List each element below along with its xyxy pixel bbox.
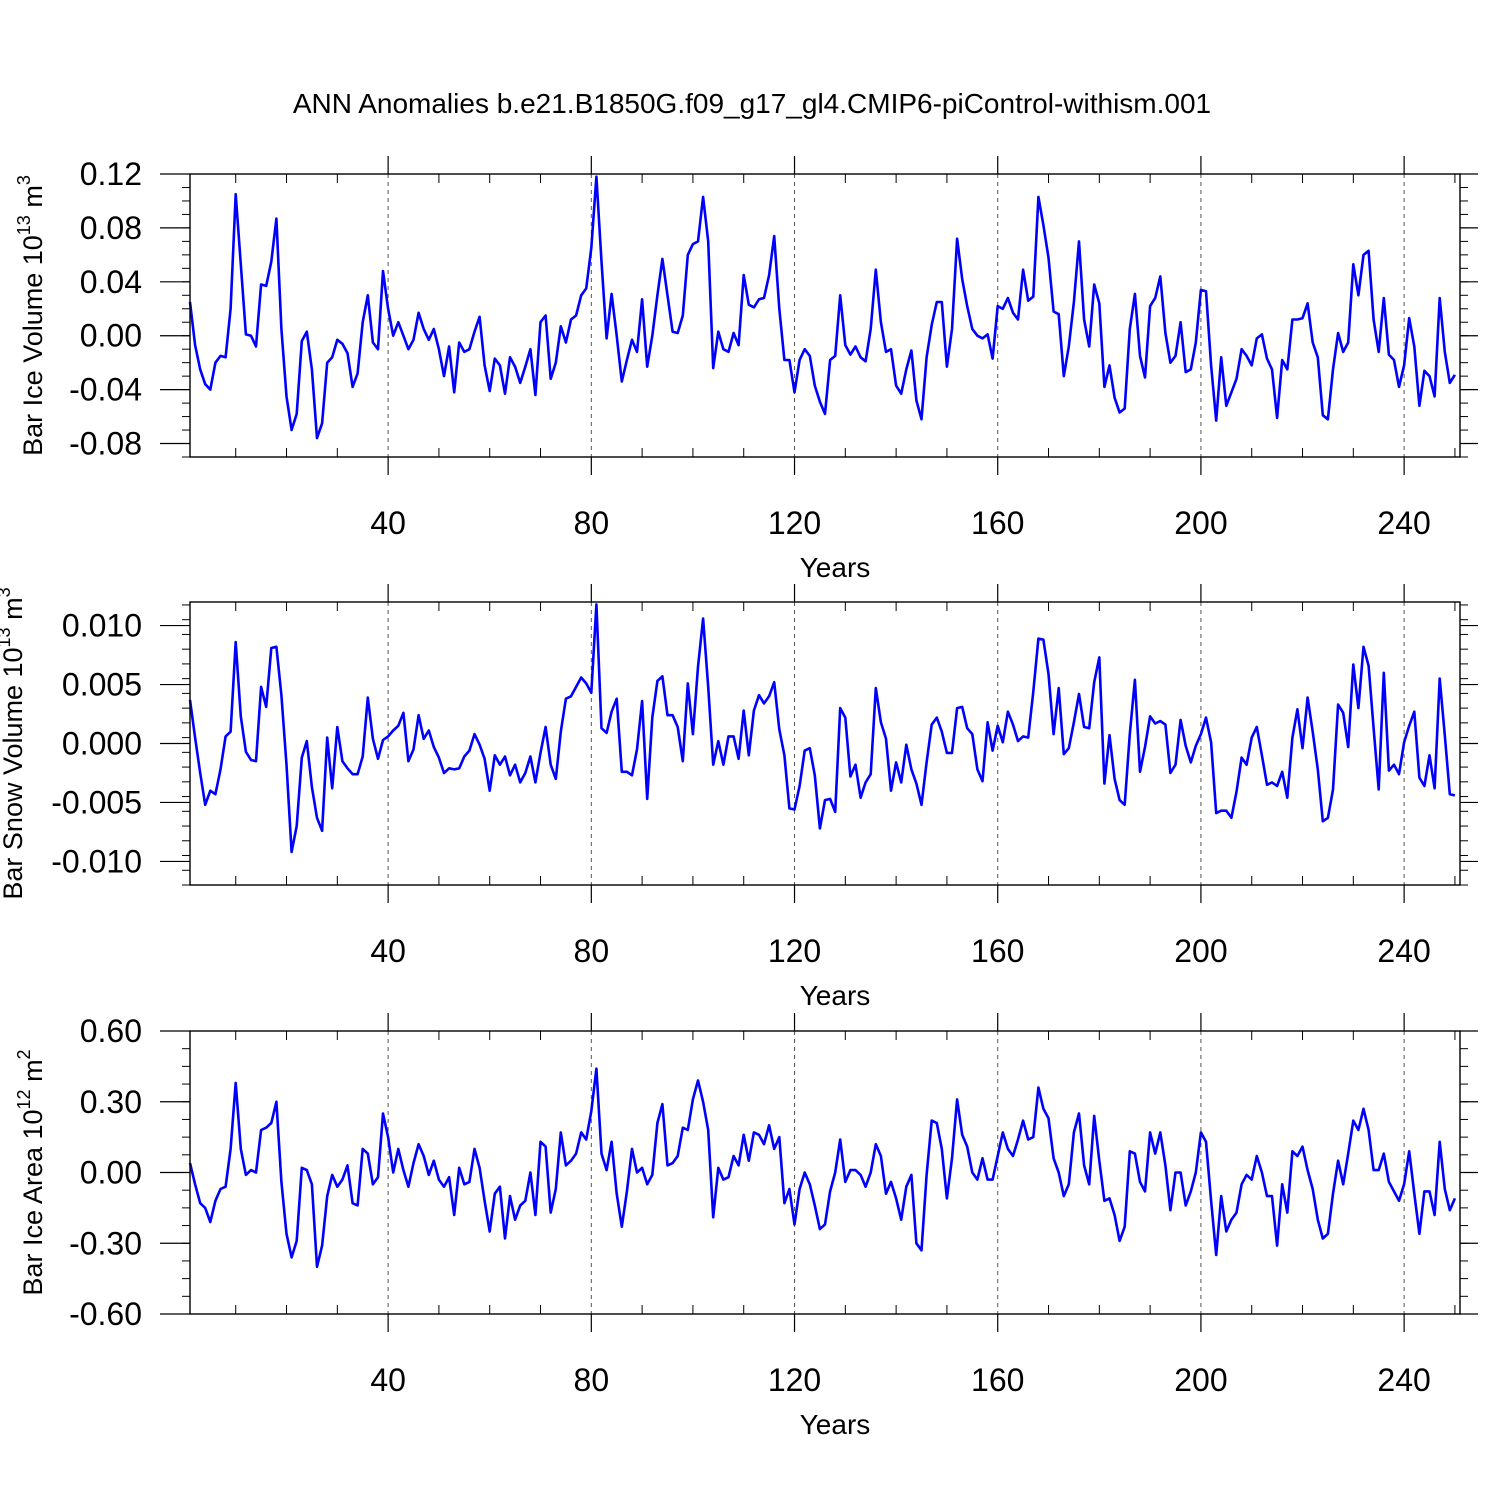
y-tick-label: 0.12 xyxy=(80,156,142,192)
y-tick-label: 0.005 xyxy=(62,667,142,703)
y-axis-label: Bar Snow Volume 1013 m3 xyxy=(0,587,28,899)
y-tick-label: -0.08 xyxy=(69,426,142,462)
x-tick-label: 120 xyxy=(768,1362,821,1398)
x-tick-label: 120 xyxy=(768,933,821,969)
x-tick-label: 160 xyxy=(971,1362,1024,1398)
x-axis-label: Years xyxy=(800,552,871,583)
y-axis-label-part: 13 xyxy=(0,627,14,647)
y-axis-label-part: Bar Ice Volume 10 xyxy=(18,235,48,456)
x-axis-label: Years xyxy=(800,980,871,1011)
plot-frame xyxy=(189,173,1461,458)
figure-title: ANN Anomalies b.e21.B1850G.f09_g17_gl4.C… xyxy=(293,88,1211,119)
series-line xyxy=(188,175,1457,440)
y-axis-label-part: m xyxy=(0,597,28,627)
x-axis-label: Years xyxy=(800,1409,871,1440)
x-tick-label: 80 xyxy=(574,933,610,969)
x-tick-label: 80 xyxy=(574,1362,610,1398)
series-line xyxy=(188,1067,1457,1269)
plot-frame xyxy=(189,601,1461,886)
x-tick-label: 80 xyxy=(574,505,610,541)
x-tick-label: 40 xyxy=(370,505,406,541)
y-axis-label-part: 12 xyxy=(14,1089,34,1109)
x-tick-label: 40 xyxy=(370,933,406,969)
x-tick-label: 120 xyxy=(768,505,821,541)
x-tick-label: 160 xyxy=(971,933,1024,969)
x-tick-label: 200 xyxy=(1174,1362,1227,1398)
series-line xyxy=(188,603,1456,854)
panels-group: 40 80 120 160 200 2400.120.080.040.00-0.04-0.… xyxy=(0,156,1478,1440)
y-tick-label: 0.30 xyxy=(80,1084,142,1120)
y-tick-label: 0.010 xyxy=(62,608,142,644)
y-axis-label-part: 3 xyxy=(0,587,14,597)
y-tick-label: -0.60 xyxy=(69,1296,142,1332)
y-axis-label-part: m xyxy=(18,1059,48,1089)
y-tick-label: -0.010 xyxy=(51,843,142,879)
y-axis-label-part: Bar Ice Area 10 xyxy=(18,1109,48,1295)
x-tick-label: 160 xyxy=(971,505,1024,541)
y-tick-label: 0.04 xyxy=(80,264,142,300)
y-axis-label-part: Bar Snow Volume 10 xyxy=(0,647,28,899)
x-tick-label: 240 xyxy=(1377,933,1430,969)
panel-1: 40 80 120 160 200 240 0.12 0.08 0.04 0.00 -0.04 -0.… xyxy=(14,156,1478,583)
y-tick-label: 0.00 xyxy=(80,1155,142,1191)
x-tick-label: 200 xyxy=(1174,505,1227,541)
y-axis-label: Bar Ice Area 1012 m2 xyxy=(14,1049,48,1295)
y-tick-label: 0.08 xyxy=(80,210,142,246)
x-tick-label: 240 xyxy=(1377,505,1430,541)
y-axis-label-part: 3 xyxy=(14,175,34,185)
y-tick-label: 0.00 xyxy=(80,318,142,354)
panel-2: 40 80 120 160 200 240 0.010 0.005 0.000 -0.005 -0.… xyxy=(0,584,1478,1011)
y-tick-label: 0.000 xyxy=(62,726,142,762)
y-tick-label: -0.30 xyxy=(69,1225,142,1261)
x-tick-label: 40 xyxy=(370,1362,406,1398)
panel-3: 40 80 120 160 200 240 0.60 0.30 0.00 -0.30 -0.60 Ye… xyxy=(14,1013,1478,1440)
y-axis-label: Bar Ice Volume 1013 m3 xyxy=(14,175,48,456)
x-tick-label: 240 xyxy=(1377,1362,1430,1398)
y-tick-label: -0.005 xyxy=(51,784,142,820)
y-tick-label: 0.60 xyxy=(80,1013,142,1049)
y-axis-label-part: m xyxy=(18,185,48,215)
y-axis-label-part: 13 xyxy=(14,215,34,235)
x-tick-label: 200 xyxy=(1174,933,1227,969)
plot-frame xyxy=(189,1030,1461,1315)
y-axis-label-part: 2 xyxy=(14,1049,34,1059)
y-tick-label: -0.04 xyxy=(69,372,142,408)
